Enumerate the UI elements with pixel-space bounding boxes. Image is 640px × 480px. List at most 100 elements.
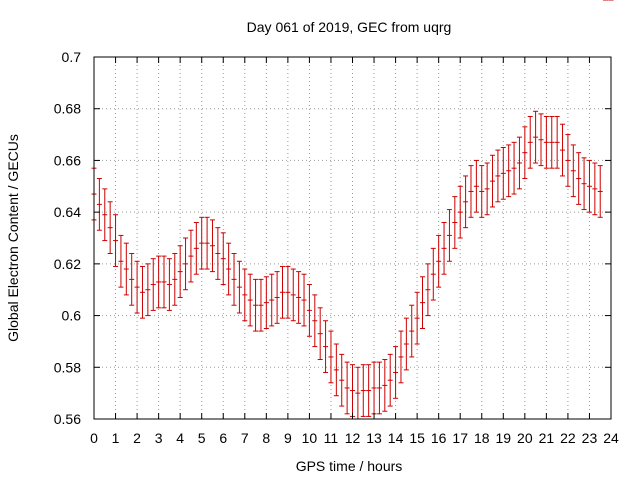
error-bar — [285, 266, 290, 318]
error-bar — [474, 160, 479, 212]
error-bar — [323, 321, 328, 373]
x-tick-label: 11 — [324, 430, 339, 446]
error-bar — [571, 145, 576, 197]
error-bar — [226, 243, 231, 295]
error-bar — [97, 179, 102, 231]
x-tick-label: 13 — [366, 430, 382, 446]
error-bar — [587, 160, 592, 212]
x-tick-label: 5 — [198, 430, 206, 446]
error-bar — [307, 285, 312, 337]
error-bar — [205, 217, 210, 269]
y-tick-label: 0.68 — [54, 101, 81, 117]
x-tick-label: 7 — [241, 430, 249, 446]
x-tick-label: 4 — [176, 430, 184, 446]
y-tick-label: 0.56 — [54, 411, 81, 427]
error-bar — [135, 261, 140, 313]
error-bar — [345, 362, 350, 414]
error-bar — [248, 274, 253, 326]
error-bar — [528, 116, 533, 168]
error-bar — [194, 222, 199, 274]
error-bar — [291, 269, 296, 321]
y-tick-label: 0.66 — [54, 152, 81, 168]
error-bar — [495, 150, 500, 202]
error-bar — [431, 248, 436, 300]
error-bar — [479, 166, 484, 218]
error-bar — [108, 202, 113, 254]
error-bar — [366, 365, 371, 417]
chart-title: Day 061 of 2019, GEC from uqrg — [247, 19, 452, 35]
error-bar — [398, 331, 403, 383]
y-tick-label: 0.58 — [54, 359, 81, 375]
error-bar — [242, 269, 247, 321]
error-bar — [361, 365, 366, 417]
error-bar — [172, 254, 177, 306]
error-bar — [129, 254, 134, 306]
error-bar — [452, 197, 457, 249]
error-bar — [409, 305, 414, 357]
error-bar — [468, 166, 473, 218]
error-bar — [447, 210, 452, 262]
y-tick-label: 0.7 — [62, 49, 82, 65]
error-bar — [522, 127, 527, 179]
error-bar — [188, 230, 193, 282]
x-tick-label: 15 — [409, 430, 425, 446]
error-bar — [145, 264, 150, 316]
error-bar — [544, 116, 549, 168]
x-tick-label: 6 — [219, 430, 227, 446]
error-bar — [463, 176, 468, 228]
x-tick-label: 24 — [603, 430, 619, 446]
error-bar — [565, 135, 570, 187]
error-bar — [312, 295, 317, 347]
error-bar — [269, 274, 274, 326]
error-bar — [232, 254, 237, 306]
error-bar — [296, 272, 301, 324]
error-bar — [124, 243, 129, 295]
error-bar — [258, 279, 263, 331]
x-tick-label: 17 — [452, 430, 468, 446]
error-bar — [576, 153, 581, 205]
error-bar — [393, 347, 398, 399]
x-axis-label: GPS time / hours — [296, 458, 403, 474]
error-bar — [355, 367, 360, 419]
x-tick-label: 9 — [284, 430, 292, 446]
error-bar — [533, 111, 538, 163]
error-bar — [118, 235, 123, 287]
y-axis-label: Global Electron Content / GECUs — [5, 134, 21, 342]
error-bar — [113, 215, 118, 267]
error-bar — [334, 344, 339, 396]
x-tick-label: 12 — [345, 430, 361, 446]
error-bar — [215, 228, 220, 280]
error-bar — [178, 246, 183, 298]
x-tick-label: 18 — [474, 430, 490, 446]
error-bar — [377, 362, 382, 414]
x-tick-label: 1 — [112, 430, 120, 446]
error-bar — [501, 148, 506, 200]
error-bar — [538, 114, 543, 166]
error-bar — [264, 277, 269, 329]
x-tick-label: 8 — [262, 430, 270, 446]
x-tick-label: 16 — [431, 430, 447, 446]
error-bar — [151, 259, 156, 311]
error-bar — [388, 354, 393, 406]
x-tick-label: 21 — [539, 430, 555, 446]
error-bar — [506, 145, 511, 197]
error-bar — [512, 142, 517, 194]
gec-chart: Day 061 of 2019, GEC from uqrg GPS time … — [0, 0, 640, 480]
x-tick-label: 0 — [90, 430, 98, 446]
error-bar — [458, 186, 463, 238]
error-bar — [350, 365, 355, 417]
x-tick-label: 20 — [517, 430, 533, 446]
error-bar — [156, 256, 161, 308]
error-bar — [442, 222, 447, 274]
error-bar — [280, 266, 285, 318]
error-bar — [598, 166, 603, 218]
error-bar — [328, 331, 333, 383]
error-bar — [199, 217, 204, 269]
error-bar — [592, 163, 597, 215]
x-tick-label: 19 — [496, 430, 512, 446]
error-bar — [404, 318, 409, 370]
error-bar — [339, 354, 344, 406]
y-tick-label: 0.64 — [54, 204, 81, 220]
error-bar — [560, 124, 565, 176]
error-bar — [582, 158, 587, 210]
